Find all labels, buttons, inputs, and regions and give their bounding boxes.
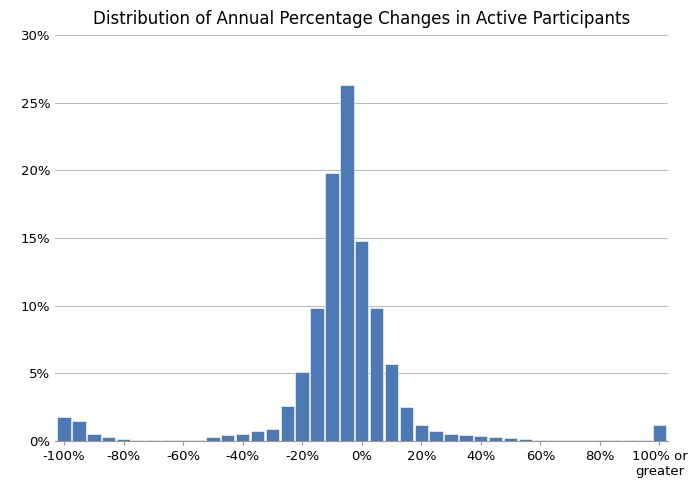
Bar (370, 308, 383, 441)
Bar (206, 437, 220, 441)
Bar (548, 439, 562, 441)
Bar (638, 440, 651, 441)
Bar (429, 431, 443, 441)
Bar (102, 437, 115, 441)
Bar (355, 240, 369, 441)
Bar (489, 437, 502, 441)
Bar (444, 434, 457, 441)
Bar (325, 173, 339, 441)
Bar (72, 421, 85, 441)
Bar (384, 364, 398, 441)
Bar (593, 440, 606, 441)
Bar (415, 425, 428, 441)
Bar (296, 372, 309, 441)
Bar (266, 429, 279, 441)
Bar (161, 440, 175, 441)
Bar (474, 436, 488, 441)
Bar (251, 431, 265, 441)
Bar (57, 416, 71, 441)
Bar (132, 440, 145, 441)
Bar (623, 440, 637, 441)
Bar (578, 440, 592, 441)
Bar (147, 440, 160, 441)
Bar (310, 308, 324, 441)
Bar (192, 440, 205, 441)
Bar (400, 407, 413, 441)
Bar (176, 440, 189, 441)
Bar (280, 406, 294, 441)
Bar (564, 440, 577, 441)
Bar (459, 435, 473, 441)
Bar (340, 85, 353, 441)
Bar (87, 434, 101, 441)
Bar (221, 435, 234, 441)
Bar (534, 439, 547, 441)
Bar (236, 434, 249, 441)
Bar (608, 440, 621, 441)
Bar (504, 438, 517, 441)
Title: Distribution of Annual Percentage Changes in Active Participants: Distribution of Annual Percentage Change… (93, 10, 630, 28)
Bar (117, 439, 130, 441)
Bar (519, 439, 532, 441)
Bar (652, 425, 666, 441)
